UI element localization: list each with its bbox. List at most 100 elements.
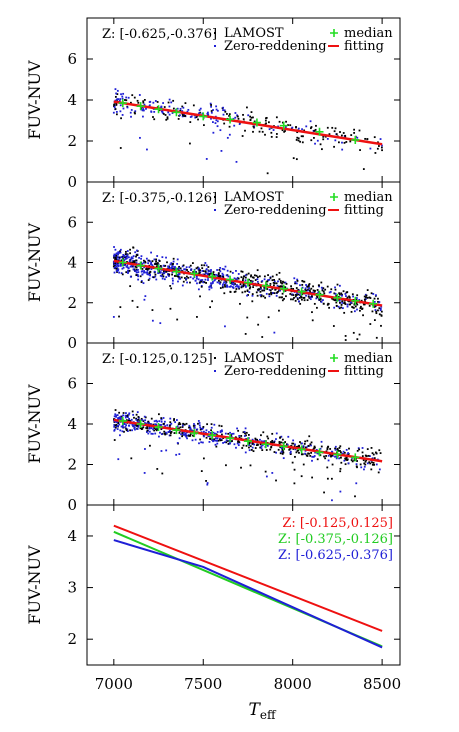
scatter-point [137, 275, 140, 278]
scatter-point [378, 313, 381, 316]
scatter-point [275, 133, 278, 135]
scatter-point [198, 442, 200, 445]
scatter-point [354, 495, 356, 498]
scatter-point [290, 445, 293, 447]
scatter-point [309, 298, 312, 301]
scatter-point [309, 454, 312, 457]
scatter-point [368, 304, 371, 307]
scatter-point [114, 88, 117, 91]
scatter-point [160, 420, 163, 423]
scatter-point [179, 109, 182, 112]
scatter-point [229, 442, 231, 445]
scatter-point [314, 289, 316, 292]
scatter-point [230, 285, 232, 288]
scatter-point [264, 133, 266, 136]
scatter-point [290, 287, 293, 290]
scatter-point [123, 430, 125, 433]
scatter-point [296, 297, 299, 299]
scatter-point [140, 280, 143, 282]
scatter-point [340, 134, 343, 137]
scatter-point [294, 299, 297, 302]
scatter-point [297, 139, 300, 142]
scatter-point [171, 265, 174, 268]
scatter-point [202, 427, 204, 430]
scatter-point [270, 131, 273, 134]
scatter-point [310, 287, 313, 290]
scatter-point [202, 270, 205, 273]
scatter-point [265, 116, 268, 119]
scatter-point [122, 107, 125, 110]
scatter-point [146, 427, 149, 430]
y-tick-label: 6 [67, 50, 77, 68]
scatter-point [140, 281, 143, 283]
scatter-point [227, 275, 230, 278]
scatter-point [135, 418, 138, 421]
scatter-point [158, 269, 161, 271]
scatter-point [298, 451, 300, 454]
scatter-point [135, 424, 137, 426]
scatter-point [294, 282, 296, 285]
scatter-point [318, 285, 320, 288]
scatter-point [324, 457, 327, 460]
scatter-point [216, 274, 219, 277]
scatter-point [177, 118, 180, 120]
scatter-point [144, 261, 147, 264]
scatter-point [237, 286, 240, 289]
scatter-point [150, 268, 153, 271]
scatter-point [210, 423, 213, 426]
scatter-point [251, 300, 254, 303]
scatter-point [308, 452, 310, 455]
scatter-point [189, 142, 191, 145]
scatter-point [311, 455, 314, 458]
scatter-point [224, 110, 227, 113]
scatter-point [282, 280, 284, 283]
scatter-point [132, 268, 135, 271]
scatter-point [116, 252, 119, 255]
scatter-point [196, 266, 199, 269]
scatter-point [140, 257, 142, 260]
scatter-point [217, 272, 220, 275]
scatter-point [289, 450, 292, 453]
scatter-point [178, 432, 181, 434]
scatter-point [292, 448, 295, 450]
scatter-point [161, 273, 164, 276]
scatter-point [224, 284, 226, 286]
scatter-point [281, 438, 284, 441]
scatter-point [233, 124, 236, 127]
scatter-point [293, 468, 296, 471]
scatter-point [120, 256, 123, 259]
scatter-point [224, 325, 226, 328]
y-tick-label: 2 [67, 630, 77, 648]
scatter-point [213, 423, 216, 426]
scatter-point [306, 285, 309, 288]
scatter-point [136, 273, 139, 276]
scatter-point [236, 114, 239, 117]
scatter-point [269, 441, 272, 443]
scatter-point [173, 267, 176, 270]
scatter-point [159, 431, 161, 434]
scatter-point [222, 437, 225, 439]
scatter-point [180, 433, 182, 436]
legend-label-zero-reddening: Zero-reddening [224, 364, 327, 379]
scatter-point [267, 316, 270, 319]
scatter-point [285, 282, 288, 285]
scatter-point [200, 279, 203, 282]
scatter-point [322, 287, 325, 290]
scatter-point [298, 294, 301, 296]
scatter-point [333, 306, 336, 309]
scatter-point [247, 294, 249, 296]
scatter-point [277, 448, 280, 451]
scatter-point [159, 271, 162, 274]
scatter-point [114, 413, 117, 416]
scatter-point [281, 452, 284, 455]
scatter-point [304, 288, 307, 291]
scatter-point [156, 255, 159, 257]
scatter-point [113, 105, 115, 108]
scatter-point [257, 443, 259, 446]
scatter-point [168, 434, 171, 437]
median-marker [243, 437, 252, 446]
scatter-point [136, 99, 139, 102]
scatter-point [297, 137, 300, 140]
scatter-point [340, 304, 343, 306]
scatter-point [125, 265, 128, 268]
